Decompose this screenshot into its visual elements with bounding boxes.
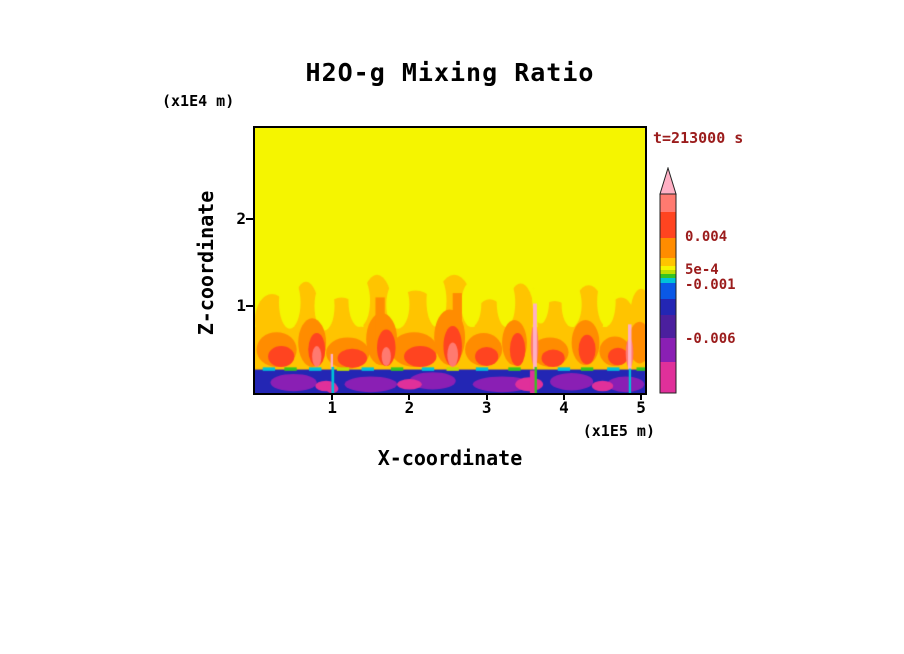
colorbar-segment <box>660 338 676 362</box>
x-axis-unit-label: (x1E5 m) <box>582 422 655 440</box>
colorbar-label: -0.001 <box>685 277 736 293</box>
colorbar-outline <box>659 193 677 394</box>
x-tick-mark <box>331 393 334 400</box>
colorbar-segment <box>660 258 676 266</box>
x-tick-label: 2 <box>404 398 415 417</box>
colorbar-segment <box>660 315 676 338</box>
heatmap-field <box>255 128 645 393</box>
colorbar-segment <box>660 283 676 299</box>
x-tick-mark <box>485 393 488 400</box>
x-tick-label: 4 <box>559 398 569 417</box>
colorbar-segment <box>660 299 676 315</box>
colorbar-segment <box>660 362 676 393</box>
colorbar-segment <box>660 194 676 212</box>
plot-title: H2O-g Mixing Ratio <box>305 58 595 87</box>
x-tick-label: 1 <box>327 398 338 417</box>
z-tick-label: 1 <box>236 296 246 316</box>
x-tick-mark <box>640 393 643 400</box>
x-tick-label: 5 <box>636 398 646 417</box>
colorbar-segment <box>660 278 676 283</box>
colorbar-tip <box>659 167 677 195</box>
colorbar-segment <box>660 238 676 258</box>
z-axis-title: Z-coordinate <box>194 190 218 336</box>
colorbar-label: 5e-4 <box>685 262 719 278</box>
x-axis-title: X-coordinate <box>377 446 523 470</box>
colorbar-label: -0.006 <box>685 331 736 347</box>
colorbar-segment <box>660 266 676 270</box>
plot-frame <box>253 126 647 395</box>
colorbar-segment <box>660 212 676 238</box>
colorbar-label: 0.004 <box>685 229 728 245</box>
colorbar-segment <box>660 270 676 274</box>
z-tick-mark <box>246 218 253 221</box>
z-axis-unit-label: (x1E4 m) <box>162 92 235 110</box>
colorbar <box>659 167 677 394</box>
x-tick-label: 3 <box>481 398 492 417</box>
x-tick-mark <box>408 393 411 400</box>
colorbar-segment <box>660 274 676 278</box>
x-tick-mark <box>562 393 565 400</box>
z-tick-mark <box>246 305 253 308</box>
z-tick-label: 2 <box>236 209 246 229</box>
timestamp-label: t=213000 s <box>653 129 744 147</box>
